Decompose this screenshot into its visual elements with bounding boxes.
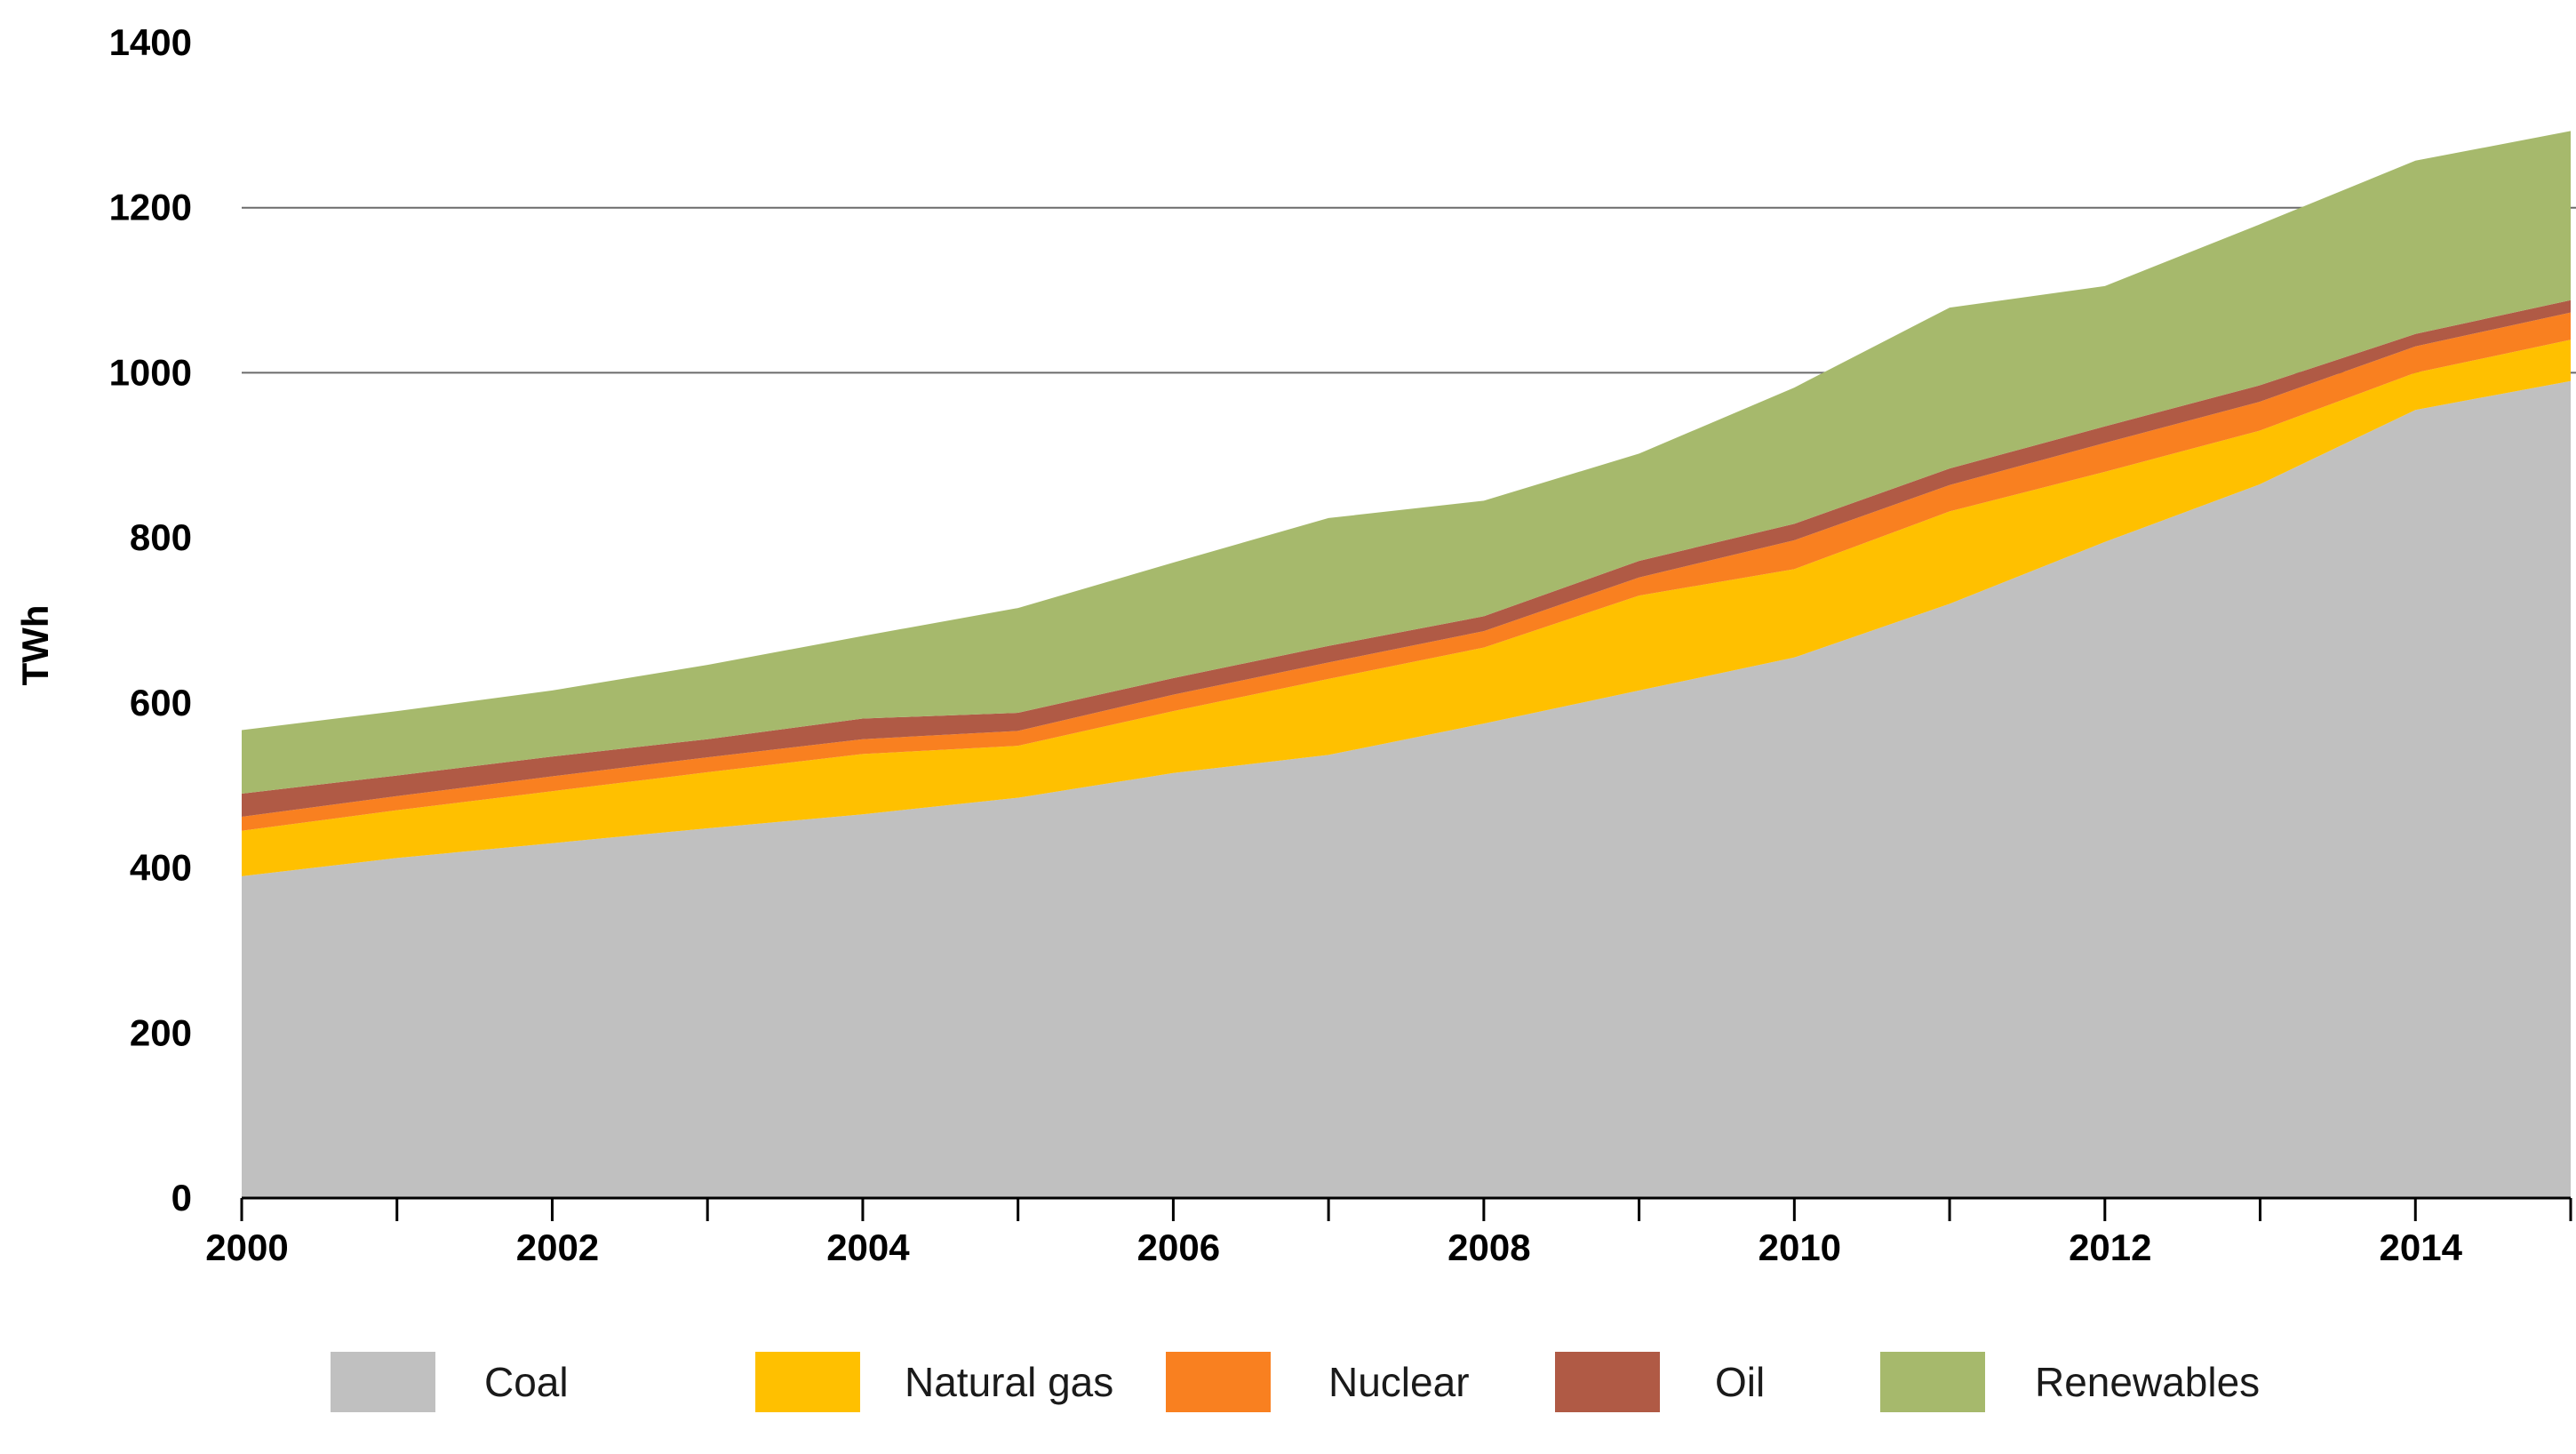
y-axis: 0 200 400 600 800 1000 1200 1400 — [109, 21, 192, 1218]
legend: Coal Natural gas Nuclear Oil Renewables — [331, 1352, 2260, 1412]
x-tick-label-2008: 2008 — [1448, 1226, 1530, 1268]
area-coal — [242, 380, 2571, 1198]
x-tick-label-2010: 2010 — [1759, 1226, 1841, 1268]
y-tick-label-1200: 1200 — [109, 187, 192, 228]
legend-label-natural-gas: Natural gas — [905, 1359, 1113, 1405]
x-tick-label-2000: 2000 — [205, 1226, 288, 1268]
x-tick-label-2002: 2002 — [516, 1226, 599, 1268]
y-tick-label-0: 0 — [171, 1177, 192, 1218]
y-tick-label-200: 200 — [130, 1011, 192, 1053]
legend-swatch-renewables — [1880, 1352, 1985, 1412]
legend-swatch-oil — [1555, 1352, 1660, 1412]
legend-label-renewables: Renewables — [2035, 1359, 2260, 1405]
area-natural-gas — [242, 340, 2571, 876]
y-tick-label-1400: 1400 — [109, 21, 192, 63]
legend-label-oil: Oil — [1715, 1359, 1765, 1405]
legend-label-nuclear: Nuclear — [1328, 1359, 1470, 1405]
y-tick-label-400: 400 — [130, 847, 192, 889]
legend-swatch-natural-gas — [755, 1352, 860, 1412]
x-axis: 2000 2002 2004 2006 2008 2010 2012 2014 — [205, 1196, 2572, 1268]
y-tick-label-1000: 1000 — [109, 351, 192, 393]
legend-label-coal: Coal — [484, 1359, 569, 1405]
y-axis-title: TWh — [14, 605, 56, 686]
x-tick-label-2004: 2004 — [826, 1226, 910, 1268]
y-tick-label-800: 800 — [130, 516, 192, 558]
stacked-areas — [242, 131, 2571, 1198]
y-tick-label-600: 600 — [130, 682, 192, 723]
x-tick-label-2012: 2012 — [2069, 1226, 2151, 1268]
area-renewables — [242, 131, 2571, 794]
x-tick-label-2014: 2014 — [2380, 1226, 2463, 1268]
legend-swatch-nuclear — [1166, 1352, 1271, 1412]
legend-swatch-coal — [331, 1352, 435, 1412]
x-tick-label-2006: 2006 — [1137, 1226, 1220, 1268]
